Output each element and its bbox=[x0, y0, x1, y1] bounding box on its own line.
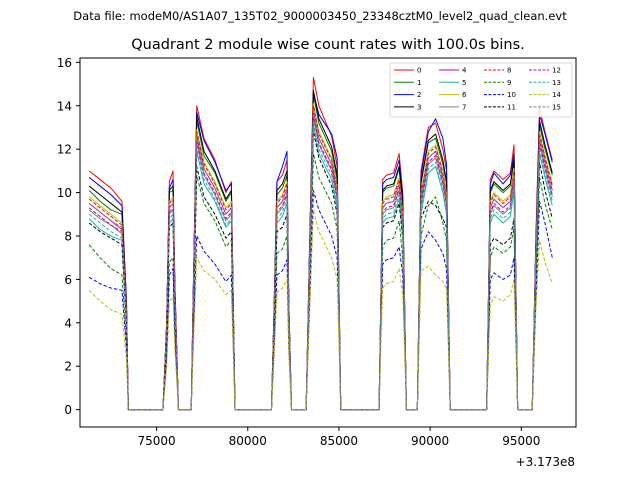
axes-frame bbox=[79, 57, 577, 428]
legend-label-15: 15 bbox=[552, 103, 561, 111]
legend-label-1: 1 bbox=[417, 79, 421, 87]
x-tick-label: 95000 bbox=[502, 434, 540, 448]
legend-label-11: 11 bbox=[507, 103, 516, 111]
y-tick-label: 14 bbox=[57, 99, 72, 113]
plot-area bbox=[88, 77, 553, 411]
legend-label-13: 13 bbox=[552, 79, 561, 87]
y-axis: 0 2 4 6 8 10 12 14 16 bbox=[57, 56, 80, 417]
x-axis: 75000 80000 85000 90000 95000 bbox=[137, 427, 540, 448]
legend-label-6: 6 bbox=[462, 91, 467, 99]
series-line-12 bbox=[88, 113, 553, 411]
series-line-14 bbox=[88, 209, 553, 411]
chart-title: Quadrant 2 module wise count rates with … bbox=[131, 37, 525, 53]
x-tick-label: 85000 bbox=[320, 434, 358, 448]
legend-label-9: 9 bbox=[507, 79, 511, 87]
legend-label-5: 5 bbox=[462, 79, 466, 87]
legend-label-3: 3 bbox=[417, 103, 421, 111]
series-line-7 bbox=[88, 116, 553, 411]
legend-label-4: 4 bbox=[462, 67, 467, 75]
series-line-5 bbox=[88, 124, 553, 411]
x-tick-label: 80000 bbox=[229, 434, 267, 448]
series-line-13 bbox=[88, 120, 553, 411]
chart-suptitle: Data file: modeM0/AS1A07_135T02_90000034… bbox=[73, 9, 567, 23]
y-tick-label: 4 bbox=[64, 316, 72, 330]
legend-label-14: 14 bbox=[552, 91, 561, 99]
legend-label-0: 0 bbox=[417, 67, 421, 75]
legend-label-8: 8 bbox=[507, 67, 511, 75]
x-tick-label: 90000 bbox=[411, 434, 449, 448]
legend-label-10: 10 bbox=[507, 91, 516, 99]
y-tick-label: 16 bbox=[57, 56, 72, 70]
legend-box bbox=[389, 62, 573, 118]
legend-label-7: 7 bbox=[462, 103, 466, 111]
series-line-8 bbox=[88, 105, 553, 411]
series-line-10 bbox=[88, 189, 553, 411]
series-line-4 bbox=[88, 109, 553, 411]
y-tick-label: 12 bbox=[57, 143, 72, 157]
legend-label-2: 2 bbox=[417, 91, 421, 99]
legend-label-12: 12 bbox=[552, 67, 561, 75]
x-tick-label: 75000 bbox=[137, 434, 175, 448]
y-tick-label: 6 bbox=[64, 273, 72, 287]
y-tick-label: 0 bbox=[64, 403, 72, 417]
series-line-15 bbox=[88, 109, 553, 411]
y-tick-label: 10 bbox=[57, 186, 72, 200]
series-line-3 bbox=[88, 90, 553, 411]
series-line-9 bbox=[88, 153, 553, 411]
x-axis-offset-label: +3.173e8 bbox=[516, 455, 575, 469]
series-line-2 bbox=[88, 92, 553, 411]
series-line-11 bbox=[88, 131, 553, 411]
y-tick-label: 2 bbox=[64, 360, 72, 374]
y-tick-label: 8 bbox=[64, 229, 72, 243]
